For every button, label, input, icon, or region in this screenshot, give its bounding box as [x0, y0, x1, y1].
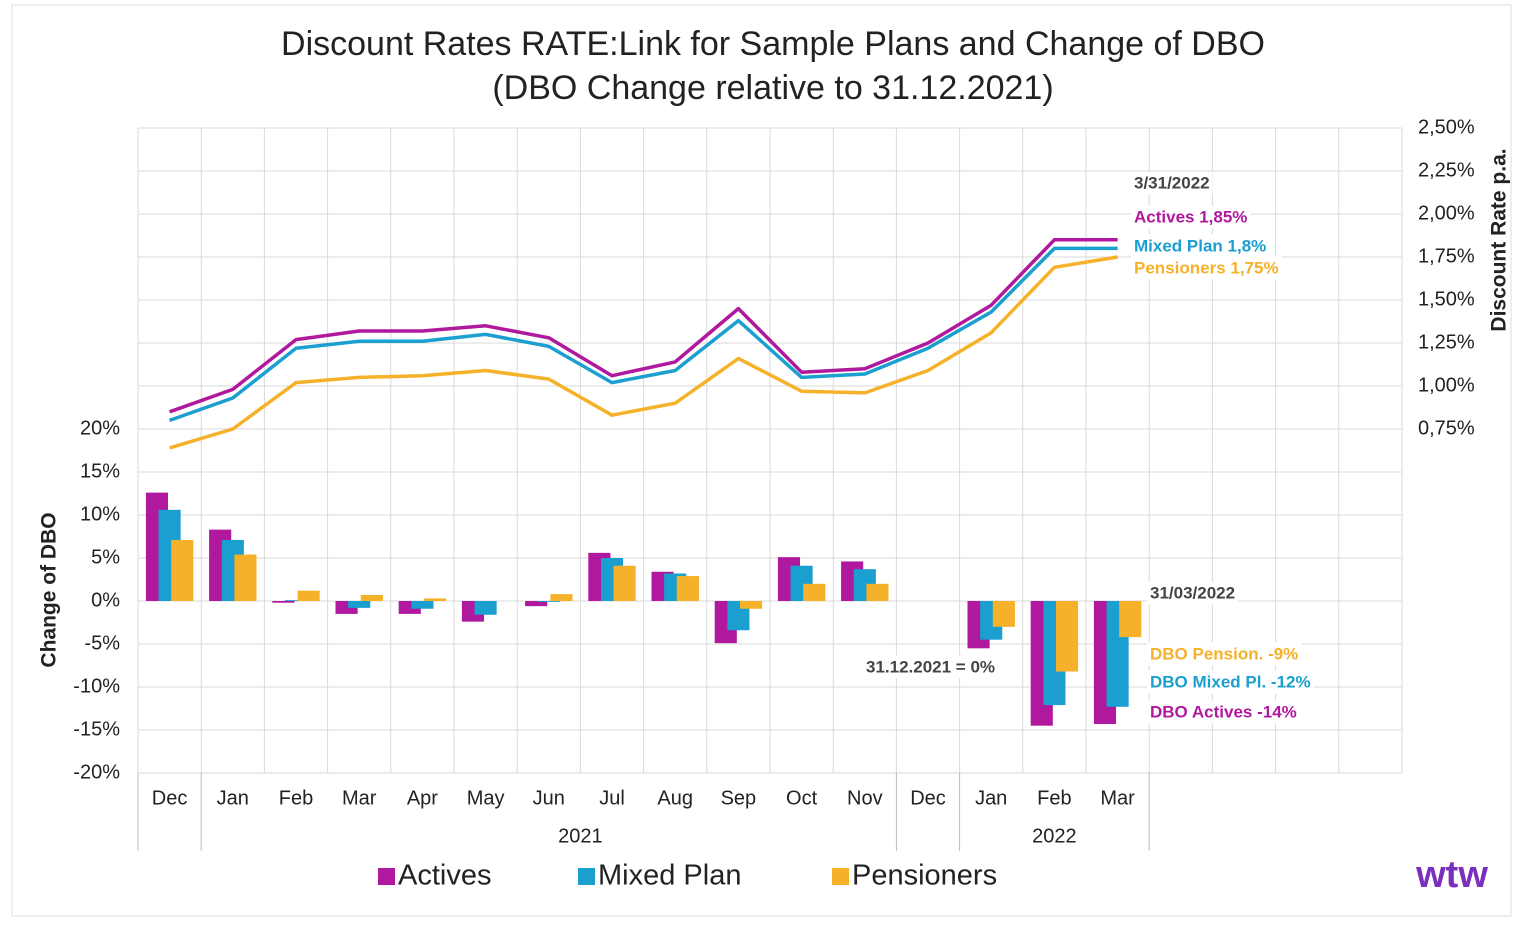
chart-title: Discount Rates RATE:Link for Sample Plan… [281, 25, 1265, 63]
x-tick-label: Jan [217, 787, 249, 809]
x-group-label: 2021 [558, 825, 603, 847]
y-tick-label: -15% [73, 718, 120, 740]
bar [992, 601, 1015, 627]
annotation: 31/03/2022 [1150, 583, 1235, 602]
x-tick-label: Feb [279, 787, 313, 809]
x-tick-label: Apr [407, 787, 438, 809]
y2-tick-label: 1,00% [1418, 374, 1475, 396]
annotation-background [1147, 700, 1300, 724]
y2-tick-label: 2,50% [1418, 116, 1475, 138]
y-tick-label: 10% [80, 503, 120, 525]
bar [171, 539, 194, 601]
annotation-background [1131, 256, 1282, 280]
y-tick-label: 15% [80, 460, 120, 482]
x-tick-label: Jul [599, 787, 625, 809]
x-tick-label: Jun [533, 787, 565, 809]
y-tick-label: 5% [91, 546, 120, 568]
y-tick-label: -5% [84, 632, 120, 654]
bar [550, 594, 573, 601]
bar [348, 601, 371, 608]
y-axis-label: Change of DBO [38, 512, 61, 667]
x-tick-label: Nov [847, 787, 883, 809]
frame [11, 4, 1512, 917]
bar [866, 583, 889, 601]
legend-label: Actives [398, 860, 491, 892]
legend-swatch [378, 868, 395, 885]
bar [1119, 601, 1142, 638]
bar [1055, 601, 1079, 672]
x-tick-label: Dec [152, 787, 188, 809]
x-tick-label: Aug [657, 787, 693, 809]
chart-subtitle: (DBO Change relative to 31.12.2021) [492, 69, 1053, 107]
x-tick-label: Mar [1100, 787, 1135, 809]
annotation: 31.12.2021 = 0% [866, 657, 995, 676]
bar [411, 601, 434, 609]
y-tick-label: 20% [80, 417, 120, 439]
y2-tick-label: 1,25% [1418, 331, 1475, 353]
x-tick-label: Feb [1037, 787, 1071, 809]
annotation-background [1147, 642, 1302, 666]
x-tick-label: Dec [910, 787, 946, 809]
rate-line [169, 255, 1118, 450]
annotation: DBO Mixed Pl. -12% [1150, 672, 1311, 691]
y2-axis-label: Discount Rate p.a. [1488, 148, 1511, 331]
y-tick-label: 0% [91, 589, 120, 611]
bar [803, 583, 826, 601]
legend-swatch [578, 868, 595, 885]
annotation-background [1147, 670, 1314, 694]
x-tick-label: Mar [342, 787, 377, 809]
rate-line [169, 238, 1118, 414]
annotation: Actives 1,85% [1134, 207, 1247, 226]
x-tick-label: May [467, 787, 505, 809]
bar [537, 601, 560, 602]
x-tick-label: Jan [975, 787, 1007, 809]
bar [284, 600, 308, 601]
y2-tick-label: 1,75% [1418, 245, 1475, 267]
annotation: DBO Actives -14% [1150, 702, 1297, 721]
legend-label: Pensioners [852, 860, 997, 892]
bar [423, 598, 447, 601]
annotation-background [863, 655, 999, 679]
annotation-background [1131, 205, 1251, 229]
y2-tick-label: 2,00% [1418, 202, 1475, 224]
x-tick-label: Oct [786, 787, 818, 809]
logo: wtw [1415, 854, 1488, 896]
x-group-label: 2022 [1032, 825, 1077, 847]
bar [297, 590, 320, 601]
x-tick-label: Sep [721, 787, 757, 809]
bar [360, 594, 383, 601]
bar [613, 565, 636, 601]
legend-swatch [832, 868, 849, 885]
annotation: DBO Pension. -9% [1150, 644, 1298, 663]
y-tick-label: -20% [73, 761, 120, 783]
annotation: 3/31/2022 [1134, 173, 1210, 192]
y2-tick-label: 1,50% [1418, 288, 1475, 310]
rate-line [169, 246, 1118, 423]
annotation: Mixed Plan 1,8% [1134, 236, 1266, 255]
bar [676, 576, 699, 601]
y2-tick-label: 0,75% [1418, 417, 1475, 439]
annotation: Pensioners 1,75% [1134, 258, 1279, 277]
y2-tick-label: 2,25% [1418, 159, 1475, 181]
annotation-background [1131, 171, 1213, 195]
y-tick-label: -10% [73, 675, 120, 697]
bar [272, 601, 295, 603]
annotation-background [1131, 234, 1270, 258]
legend-label: Mixed Plan [598, 860, 741, 892]
bar [474, 601, 497, 615]
annotation-background [1147, 581, 1239, 605]
bar [739, 601, 763, 609]
bar [234, 554, 257, 601]
bar [525, 601, 548, 607]
